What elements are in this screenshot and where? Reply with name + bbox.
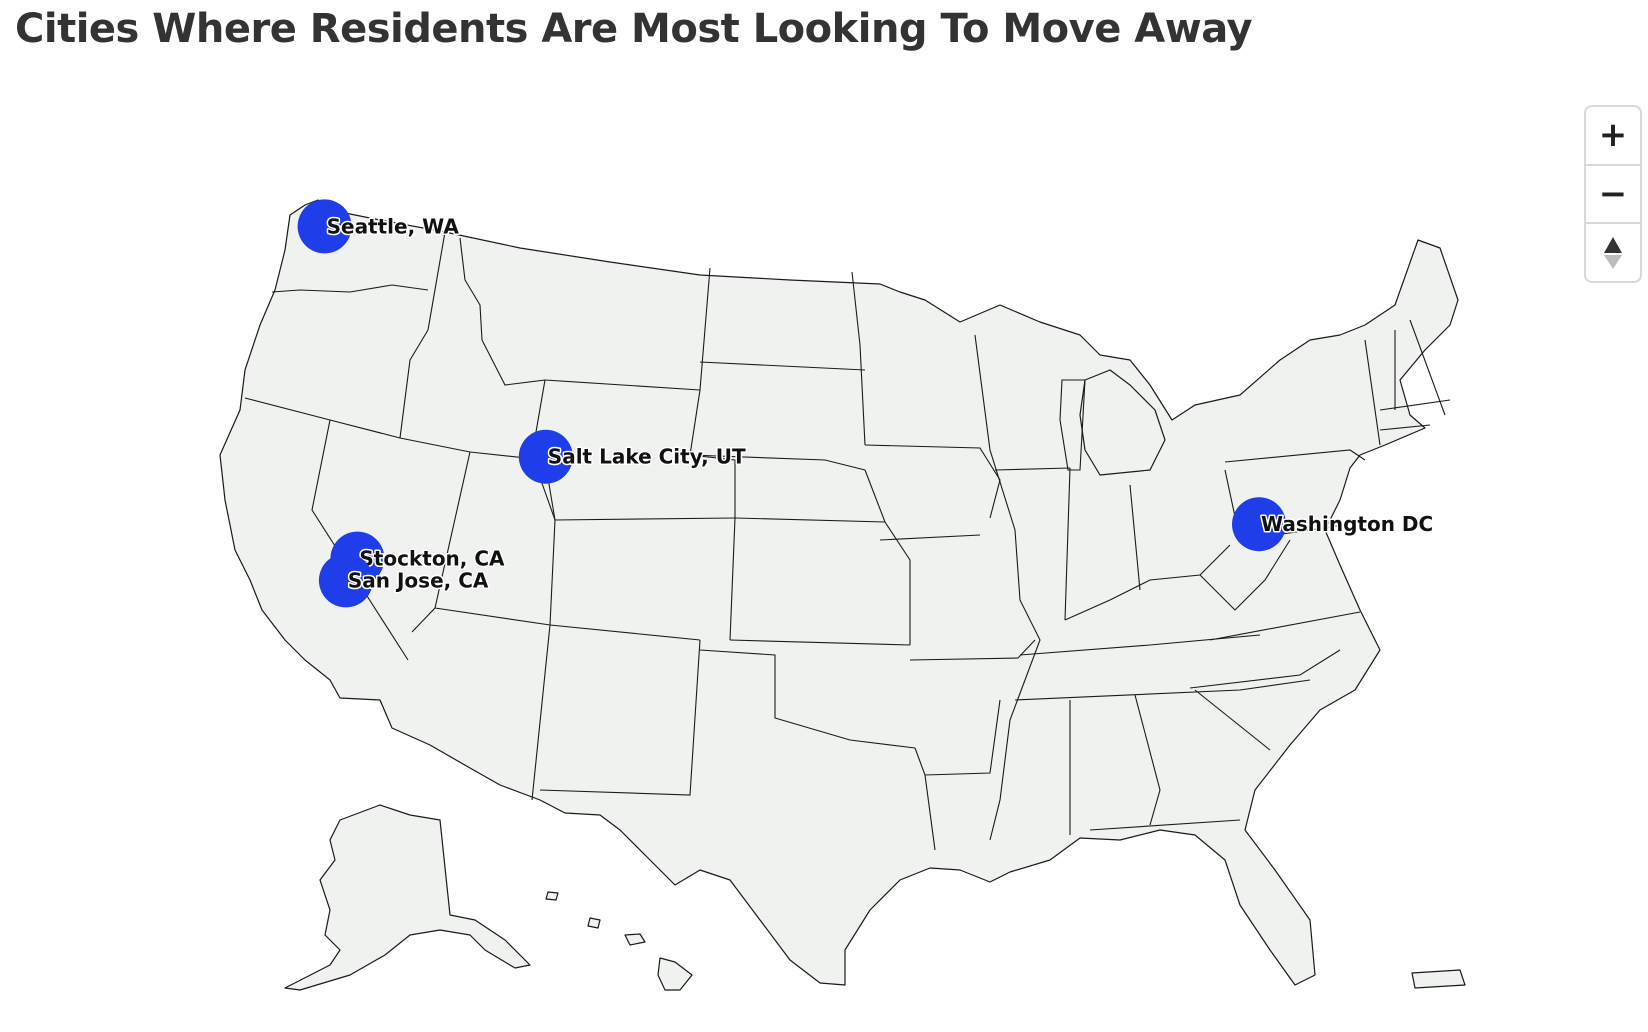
minus-icon: − [1598, 174, 1628, 214]
zoom-out-button[interactable]: − [1586, 166, 1640, 225]
city-bubble-seattle-wa[interactable] [297, 199, 352, 254]
zoom-controls: + − [1584, 105, 1642, 283]
puerto-rico-land [1411, 969, 1466, 989]
city-label-stockton-ca: Stockton, CA [359, 547, 505, 571]
city-label-seattle-wa: Seattle, WA [327, 214, 460, 238]
hawaii-oahu [587, 917, 601, 929]
alaska-land [284, 804, 531, 991]
city-bubble-san-jose-ca[interactable] [318, 553, 373, 608]
hawaii-big-island [657, 957, 693, 991]
map-area[interactable]: Seattle, WA Stockton, CA San Jose, CA Salt … [0, 80, 1648, 1032]
map-title: Cities Where Residents Are Most Looking … [15, 6, 1253, 52]
hawaii-maui [624, 933, 646, 946]
city-bubble-washington-dc[interactable] [1232, 497, 1286, 552]
city-label-washington-dc: Washington DC [1261, 512, 1433, 536]
zoom-in-button[interactable]: + [1586, 107, 1640, 166]
land-layer [219, 199, 1466, 991]
city-bubble-salt-lake-city-ut[interactable] [518, 429, 573, 484]
city-label-san-jose-ca: San Jose, CA [348, 568, 489, 592]
plus-icon: + [1598, 115, 1628, 156]
compass-reset-icon [1604, 236, 1622, 253]
hawaii-kauai [545, 891, 559, 901]
compass-south-icon [1604, 254, 1622, 269]
reset-north-button[interactable] [1586, 224, 1640, 281]
contiguous-us-land [219, 199, 1459, 986]
city-label-salt-lake-city-ut: Salt Lake City, UT [548, 445, 746, 469]
